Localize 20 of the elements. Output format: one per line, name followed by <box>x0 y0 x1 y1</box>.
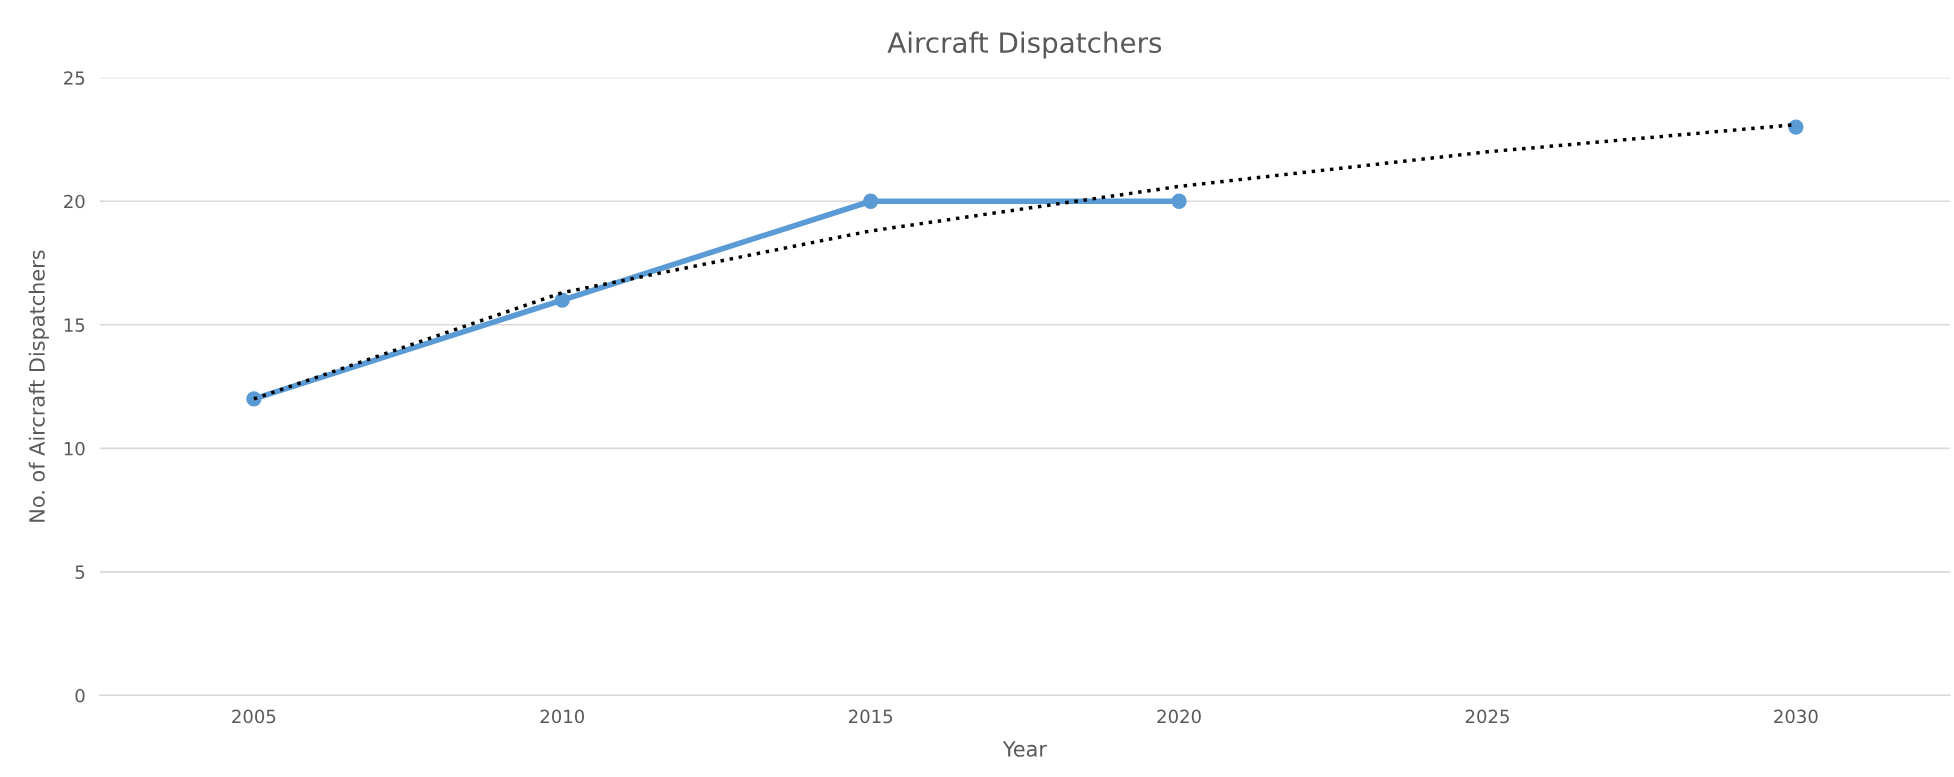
x-tick-label: 2005 <box>232 709 276 724</box>
y-tick-label: 0 <box>75 688 85 703</box>
x-tick-label: 2030 <box>1774 709 1818 724</box>
y-tick-label: 15 <box>64 318 85 332</box>
point <box>863 193 879 209</box>
x-axis-title: Year <box>1002 741 1047 757</box>
x-tick-label: 2020 <box>1157 709 1201 724</box>
y-tick-label: 25 <box>64 71 85 85</box>
x-tick-label: 2010 <box>540 709 585 724</box>
point <box>554 292 570 308</box>
y-axis-title: No. of Aircraft Dispatchers <box>28 250 49 522</box>
x-tick-label: 2025 <box>1465 709 1509 724</box>
y-tick-label: 5 <box>75 565 85 579</box>
point <box>246 391 262 407</box>
chart-title: Aircraft Dispatchers <box>887 31 1162 59</box>
point <box>1171 193 1187 209</box>
x-tick-label: 2015 <box>849 709 893 724</box>
y-tick-label: 20 <box>64 194 85 209</box>
y-tick-label: 10 <box>64 441 85 456</box>
point <box>1788 119 1804 135</box>
